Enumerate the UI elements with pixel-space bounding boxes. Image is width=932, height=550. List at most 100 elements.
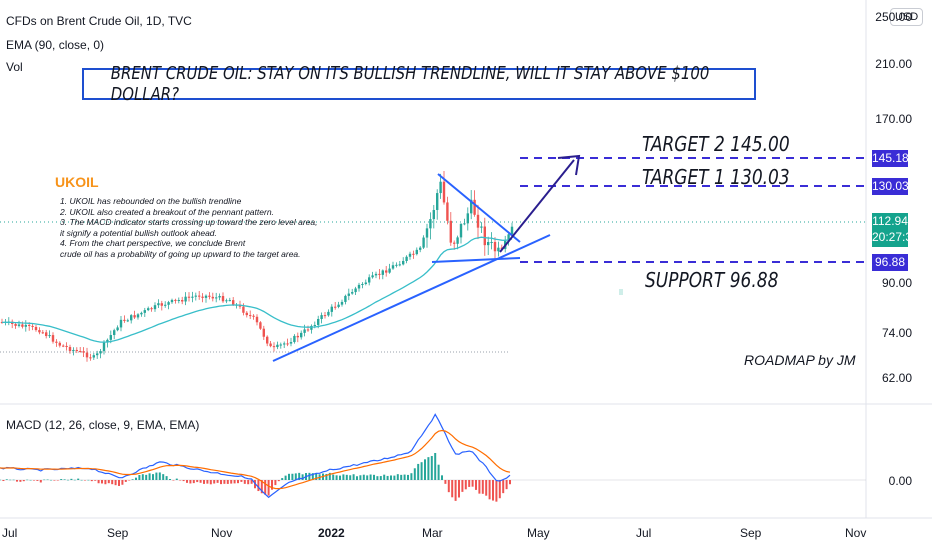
histogram-bar xyxy=(29,479,32,481)
candle-body xyxy=(17,324,21,326)
ema-legend[interactable]: EMA (90, close, 0) xyxy=(6,38,105,52)
candle-body xyxy=(453,242,456,244)
histogram-bar xyxy=(458,480,460,498)
histogram-bar xyxy=(220,480,222,485)
candle-body xyxy=(249,315,252,317)
candle-body xyxy=(402,260,405,265)
currency-button[interactable]: USD xyxy=(890,8,924,26)
histogram-bar xyxy=(138,474,141,480)
histogram-bar xyxy=(339,475,341,480)
candle-body xyxy=(255,316,259,323)
candle-body xyxy=(510,226,514,235)
histogram-bar xyxy=(172,480,175,481)
price-axis-label: 74.00 xyxy=(881,326,912,340)
candle-body xyxy=(58,342,61,346)
histogram-bar xyxy=(403,474,406,480)
histogram-bar xyxy=(213,480,216,484)
bullish-trendline[interactable] xyxy=(272,234,551,362)
candle-body xyxy=(354,288,357,293)
volume-legend[interactable]: Vol xyxy=(6,60,23,74)
candle-body xyxy=(164,304,167,306)
candle-body xyxy=(425,228,429,238)
histogram-bar xyxy=(359,475,362,480)
candle-body xyxy=(286,343,289,345)
histogram-bar xyxy=(206,480,209,484)
roadmap-label: ROADMAP by JM xyxy=(744,352,856,368)
candle-body xyxy=(391,265,395,269)
histogram-bar xyxy=(182,480,185,482)
histogram-bar xyxy=(291,473,294,480)
histogram-bar xyxy=(288,473,290,480)
histogram-bar xyxy=(495,480,498,502)
candle-body xyxy=(381,270,384,275)
symbol-legend[interactable]: CFDs on Brent Crude Oil, 1D, TVC xyxy=(6,14,192,28)
histogram-bar xyxy=(135,477,137,480)
histogram-bar xyxy=(80,479,83,481)
histogram-bar xyxy=(19,480,22,482)
histogram-bar xyxy=(444,480,447,484)
histogram-bar xyxy=(356,476,358,480)
candle-body xyxy=(113,330,116,336)
candle-body xyxy=(228,300,231,302)
histogram-bar xyxy=(352,474,355,480)
candle-body xyxy=(388,268,391,273)
histogram-bar xyxy=(165,476,168,480)
candle-body xyxy=(487,241,490,246)
candle-body xyxy=(446,202,449,221)
candle-body xyxy=(126,320,129,322)
histogram-bar xyxy=(199,480,202,483)
time-axis-label: Mar xyxy=(422,526,443,540)
candle-body xyxy=(194,295,197,297)
candle-body xyxy=(351,292,354,294)
histogram-bar xyxy=(121,480,124,485)
candle-body xyxy=(75,349,78,351)
pennant-upper-line[interactable] xyxy=(437,173,521,243)
histogram-bar xyxy=(90,480,93,482)
histogram-bar xyxy=(230,480,233,484)
time-axis-label: May xyxy=(527,526,550,540)
candle-body xyxy=(96,353,99,356)
histogram-bar xyxy=(243,480,246,484)
candle-body xyxy=(167,302,170,305)
histogram-bar xyxy=(451,480,454,498)
candle-body xyxy=(415,249,418,255)
histogram-bar xyxy=(271,480,273,490)
histogram-bar xyxy=(240,480,243,482)
macd-legend[interactable]: MACD (12, 26, close, 9, EMA, EMA) xyxy=(6,418,200,432)
target1-price-tag: 130.03 xyxy=(872,178,909,195)
histogram-bar xyxy=(60,479,63,480)
candle-body xyxy=(442,181,446,203)
candle-body xyxy=(378,273,381,275)
candle-body xyxy=(466,213,469,224)
histogram-bar xyxy=(107,480,110,484)
note-line: 1. UKOIL has rebounded on the bullish tr… xyxy=(60,196,242,206)
volume-marker xyxy=(619,289,623,295)
candle-body xyxy=(109,335,112,340)
candle-body xyxy=(476,214,480,228)
histogram-bar xyxy=(131,479,134,480)
target-arrow[interactable] xyxy=(499,159,575,253)
candle-body xyxy=(242,306,245,313)
histogram-bar xyxy=(502,480,505,494)
price-axis-label: 90.00 xyxy=(881,276,912,290)
candle-body xyxy=(34,326,38,331)
histogram-bar xyxy=(430,456,433,480)
target2-label: TARGET 2 145.00 xyxy=(642,132,790,156)
histogram-bar xyxy=(226,480,229,484)
candle-body xyxy=(45,332,48,337)
candle-body xyxy=(130,315,133,321)
candle-body xyxy=(116,327,119,331)
histogram-bar xyxy=(498,480,501,499)
arrow-head-icon xyxy=(557,154,581,176)
histogram-bar xyxy=(475,480,477,490)
histogram-bar xyxy=(84,480,86,481)
candle-body xyxy=(177,299,180,301)
candle-body xyxy=(262,328,265,337)
target1-label: TARGET 1 130.03 xyxy=(642,165,790,189)
candle-body xyxy=(51,335,55,342)
time-axis-label: Jul xyxy=(636,526,652,540)
histogram-bar xyxy=(434,452,437,480)
pennant-lower-line[interactable] xyxy=(431,257,521,263)
candle-body xyxy=(102,342,106,352)
